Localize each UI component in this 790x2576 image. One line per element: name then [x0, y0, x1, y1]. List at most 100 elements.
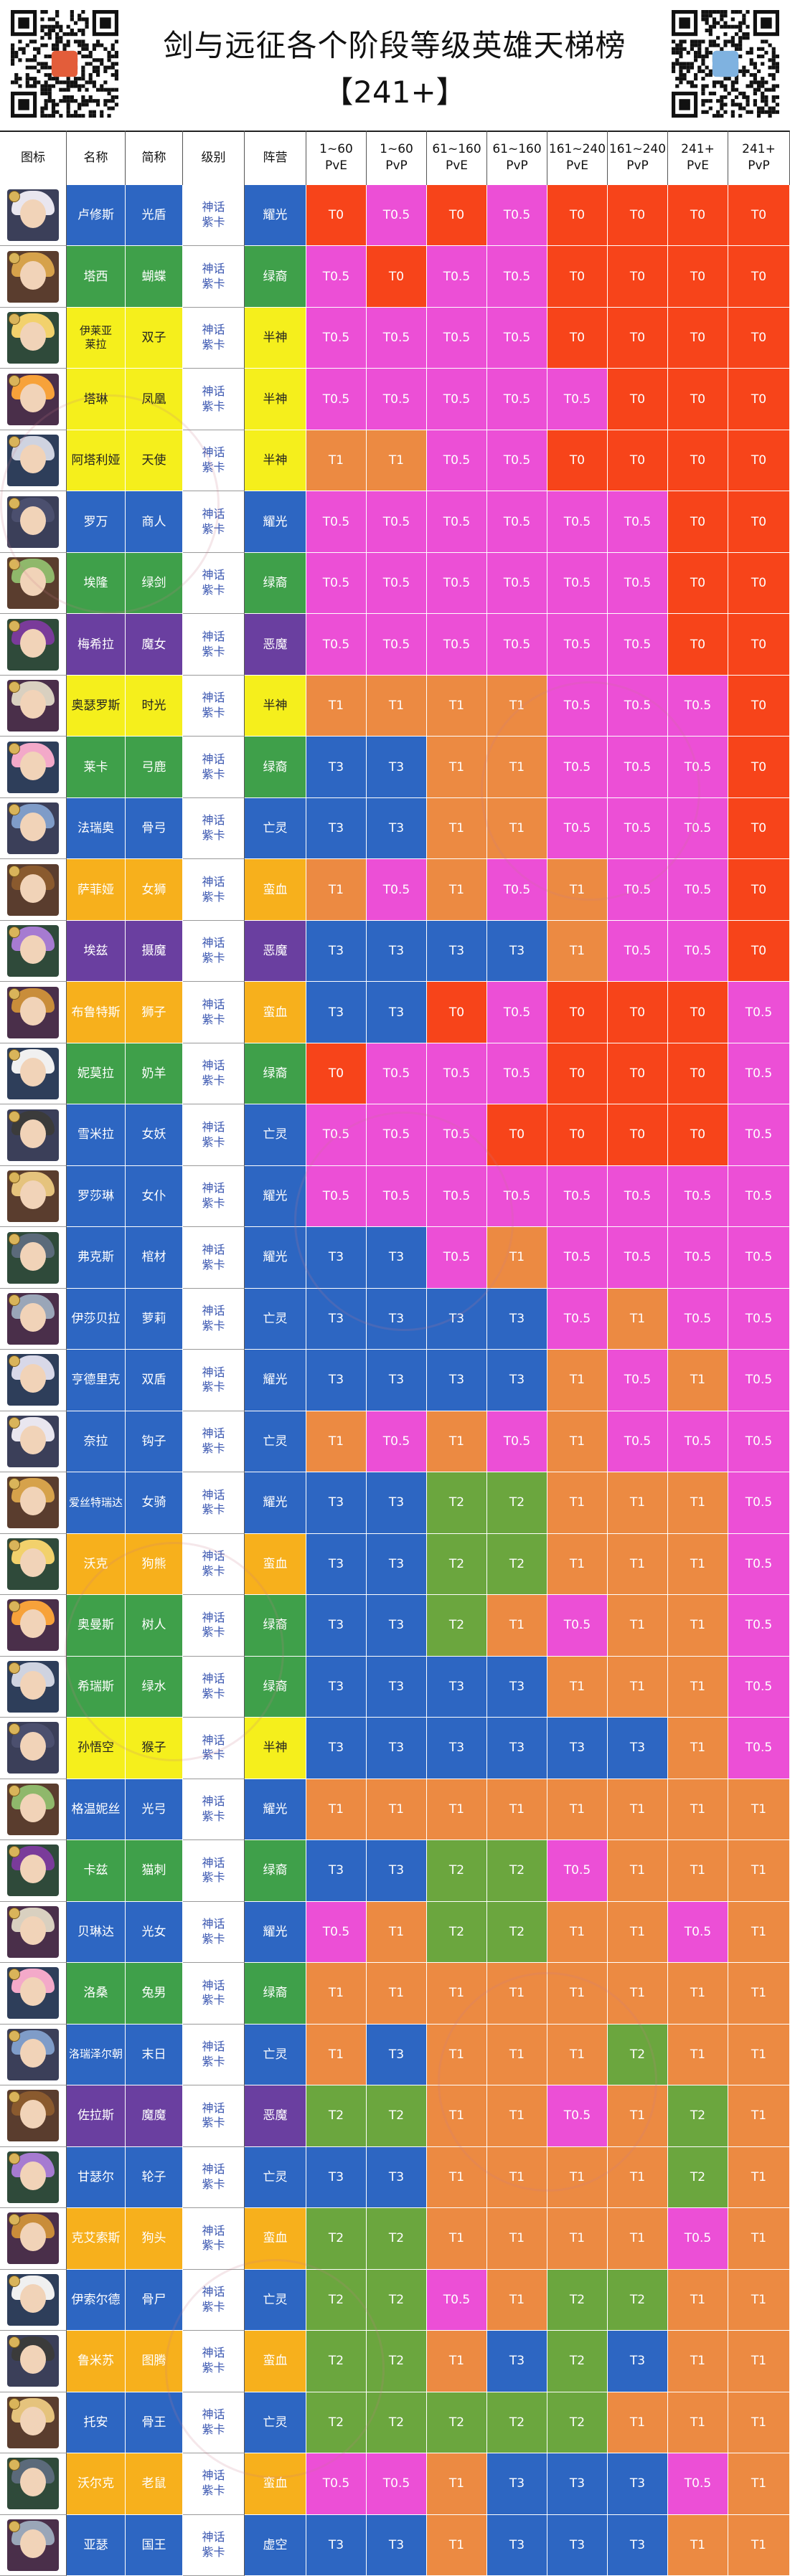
- tier-cell: T3: [547, 2514, 608, 2576]
- tier-cell: T0.5: [367, 614, 427, 676]
- hero-short-name: 猫刺: [126, 1840, 183, 1902]
- hero-portrait-cell: [0, 369, 67, 430]
- tier-cell: T1: [668, 2269, 728, 2331]
- hero-portrait-icon: [7, 2519, 59, 2571]
- tier-cell: T3: [427, 1288, 487, 1350]
- table-header-row: 图标 名称 简称 级别 阵营 1~60 PvE 1~60 PvP 61~160 PvE 61~1…: [0, 131, 790, 186]
- tier-cell: T2: [367, 2208, 427, 2270]
- hero-name: 卡兹: [67, 1840, 126, 1902]
- hero-faction: 半神: [245, 430, 306, 492]
- hero-portrait-icon: [7, 1048, 59, 1100]
- tier-cell: T0: [668, 246, 728, 308]
- tier-cell: T0.5: [728, 1656, 790, 1718]
- table-row: 亨德里克 双盾 神话 紫卡 耀光 T3 T3 T3 T3 T1 T0.5 T1 T0.5: [0, 1350, 790, 1411]
- tier-cell: T0: [608, 430, 668, 492]
- tier-cell: T0.5: [668, 1227, 728, 1289]
- tier-cell: T0.5: [547, 675, 608, 737]
- tier-cell: T1: [608, 2208, 668, 2270]
- hero-short-name: 骨弓: [126, 797, 183, 860]
- table-row: 沃尔克 老鼠 神话 紫卡 蛮血 T0.5 T0.5 T1 T3 T3 T3 T0.5 T1: [0, 2453, 790, 2515]
- table-row: 鲁米苏 图腾 神话 紫卡 蛮血 T2 T2 T1 T3 T2 T3 T1 T1: [0, 2331, 790, 2392]
- tier-cell: T0: [608, 369, 668, 430]
- column-header: 1~60 PvP: [367, 131, 427, 185]
- tier-cell: T1: [487, 1963, 547, 2025]
- hero-level: 神话 紫卡: [183, 2392, 245, 2454]
- table-row: 沃克 狗熊 神话 紫卡 蛮血 T3 T3 T2 T2 T1 T1 T1 T0.5: [0, 1533, 790, 1596]
- hero-level: 神话 紫卡: [183, 920, 245, 982]
- hero-faction: 亡灵: [245, 1288, 306, 1350]
- hero-level: 神话 紫卡: [183, 1595, 245, 1657]
- tier-cell: T1: [728, 1840, 790, 1902]
- tier-cell: T3: [367, 2146, 427, 2209]
- tier-cell: T0: [547, 185, 608, 247]
- hero-faction: 蛮血: [245, 2331, 306, 2392]
- column-header: 1~60 PvE: [306, 131, 367, 185]
- hero-name: 莱卡: [67, 737, 126, 798]
- tier-cell: T2: [427, 1533, 487, 1596]
- hero-short-name: 兔男: [126, 1963, 183, 2025]
- tier-cell: T0.5: [728, 1043, 790, 1105]
- hero-short-name: 商人: [126, 491, 183, 553]
- hero-portrait-cell: [0, 1104, 67, 1166]
- tier-cell: T2: [367, 2331, 427, 2392]
- hero-faction: 绿裔: [245, 1656, 306, 1718]
- tier-cell: T1: [608, 1472, 668, 1534]
- tier-cell: T0.5: [547, 1227, 608, 1289]
- tier-cell: T1: [608, 1779, 668, 1841]
- qr-code-graphic: [11, 10, 118, 118]
- hero-level: 神话 紫卡: [183, 307, 245, 369]
- tier-cell: T0.5: [306, 246, 367, 308]
- tier-cell: T0.5: [487, 1043, 547, 1105]
- hero-level: 神话 紫卡: [183, 2514, 245, 2576]
- tier-cell: T1: [427, 797, 487, 860]
- table-row: 洛桑 兔男 神话 紫卡 绿裔 T1 T1 T1 T1 T1 T1 T1 T1: [0, 1963, 790, 2025]
- tier-cell: T3: [306, 982, 367, 1043]
- qr-code-graphic: [672, 10, 779, 118]
- hero-portrait-cell: [0, 2453, 67, 2515]
- tier-cell: T0.5: [547, 797, 608, 860]
- hero-name: 希瑞斯: [67, 1656, 126, 1718]
- hero-level: 神话 紫卡: [183, 1043, 245, 1105]
- tier-cell: T0: [668, 552, 728, 615]
- tier-cell: T2: [487, 1840, 547, 1902]
- table-row: 法瑞奥 骨弓 神话 紫卡 亡灵 T3 T3 T1 T1 T0.5 T0.5 T0.5 T0: [0, 797, 790, 860]
- hero-faction: 耀光: [245, 1472, 306, 1534]
- hero-name: 洛桑: [67, 1963, 126, 2025]
- tier-cell: T0.5: [668, 1411, 728, 1473]
- hero-level: 神话 紫卡: [183, 1227, 245, 1289]
- hero-faction: 耀光: [245, 1350, 306, 1411]
- tier-cell: T0.5: [367, 1165, 427, 1228]
- tier-cell: T0.5: [547, 1288, 608, 1350]
- hero-level: 神话 紫卡: [183, 1656, 245, 1718]
- hero-portrait-icon: [7, 1599, 59, 1652]
- tier-cell: T0: [367, 246, 427, 308]
- tier-cell: T0: [728, 491, 790, 553]
- tier-cell: T2: [367, 2269, 427, 2331]
- table-row: 贝琳达 光女 神话 紫卡 耀光 T0.5 T1 T2 T2 T1 T1 T0.5 T1: [0, 1901, 790, 1964]
- hero-faction: 亡灵: [245, 797, 306, 860]
- tier-cell: T0.5: [547, 369, 608, 430]
- tier-cell: T0.5: [608, 859, 668, 921]
- tier-cell: T0.5: [306, 1104, 367, 1166]
- tier-cell: T3: [367, 1533, 427, 1596]
- table-row: 梅希拉 魔女 神话 紫卡 恶魔 T0.5 T0.5 T0.5 T0.5 T0.5 T0.5 T0 T0: [0, 614, 790, 676]
- hero-portrait-cell: [0, 1963, 67, 2025]
- table-row: 佐拉斯 魔魔 神话 紫卡 恶魔 T2 T2 T1 T1 T0.5 T1 T2 T1: [0, 2085, 790, 2147]
- tier-cell: T0.5: [728, 1718, 790, 1779]
- tier-cell: T0.5: [367, 1043, 427, 1105]
- hero-portrait-icon: [7, 925, 59, 977]
- tier-cell: T3: [547, 2453, 608, 2515]
- tier-cell: T0: [487, 1104, 547, 1166]
- tier-cell: T0.5: [547, 737, 608, 798]
- hero-portrait-cell: [0, 1718, 67, 1779]
- tier-cell: T3: [306, 1840, 367, 1902]
- hero-name: 孙悟空: [67, 1718, 126, 1779]
- table-row: 罗莎琳 女仆 神话 紫卡 耀光 T0.5 T0.5 T0.5 T0.5 T0.5 T0.5 T0.5…: [0, 1165, 790, 1228]
- hero-portrait-cell: [0, 1472, 67, 1534]
- column-header: 161~240 PvP: [608, 131, 668, 185]
- tier-cell: T0.5: [487, 859, 547, 921]
- tier-cell: T0: [728, 369, 790, 430]
- tier-cell: T0: [547, 982, 608, 1043]
- hero-name: 塔西: [67, 246, 126, 308]
- hero-short-name: 老鼠: [126, 2453, 183, 2515]
